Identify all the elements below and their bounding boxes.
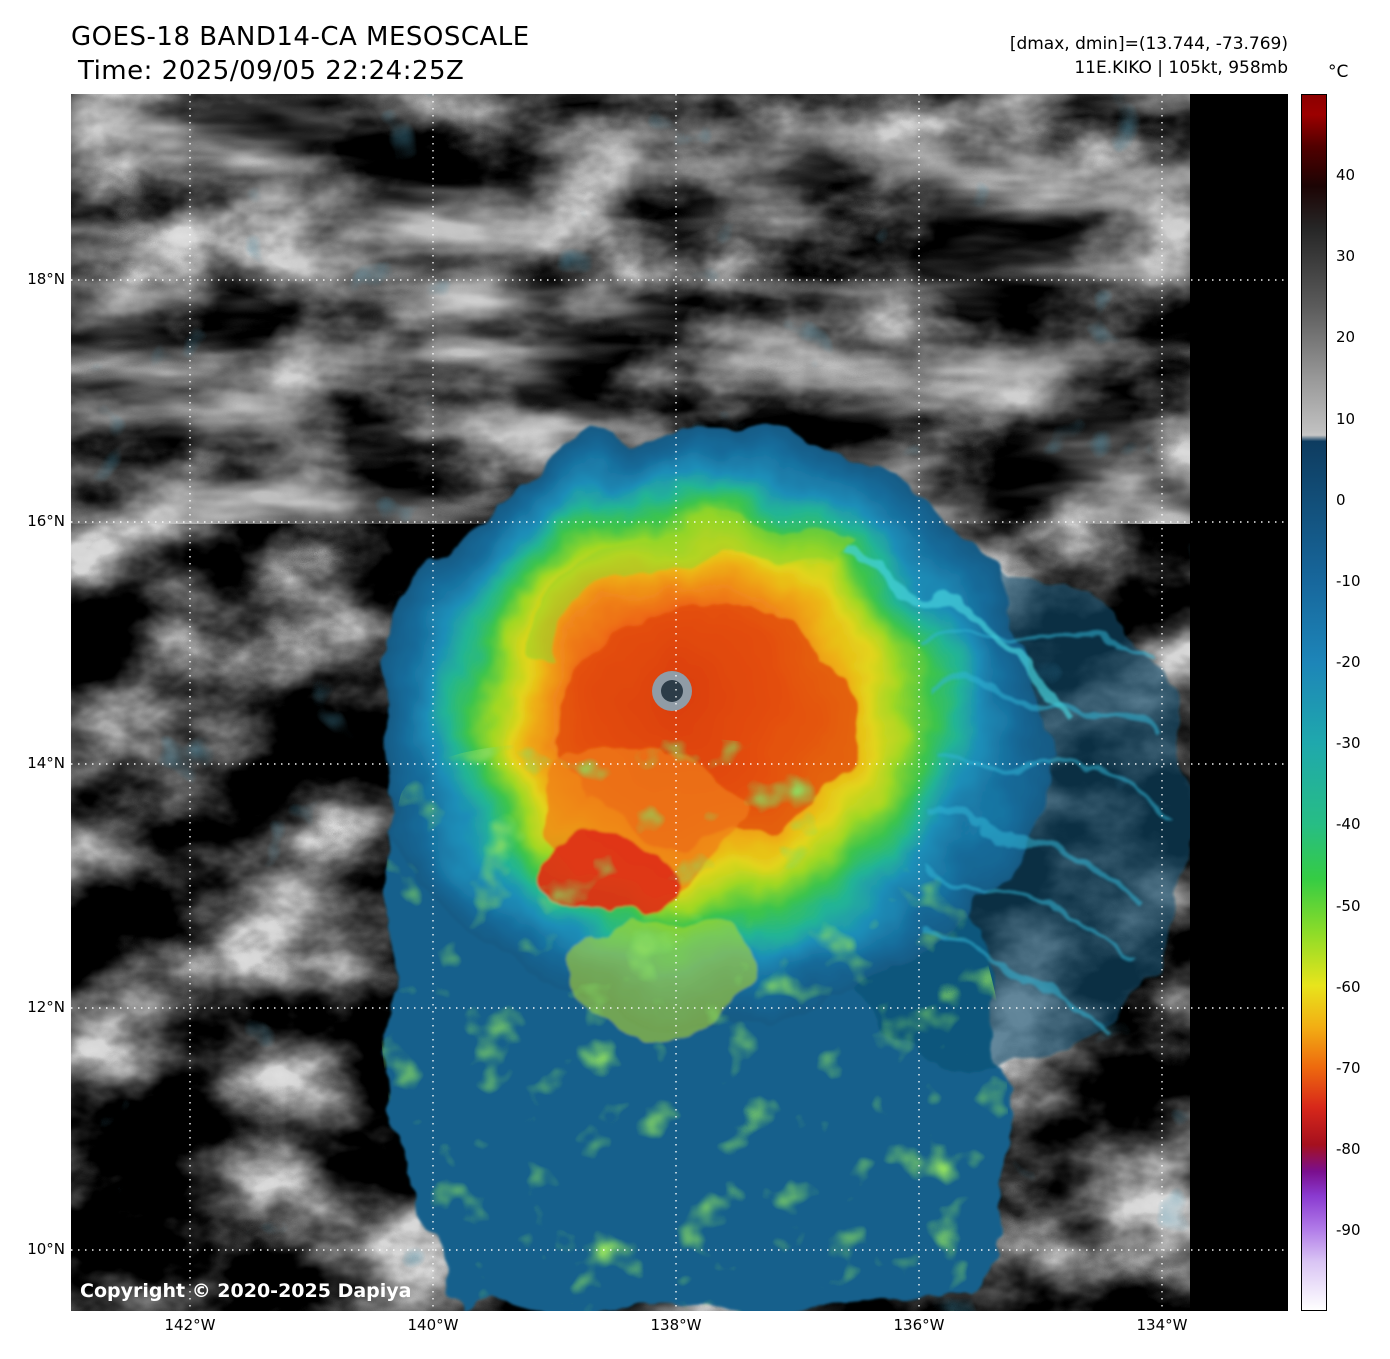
- lat-axis-label: 18°N: [27, 270, 65, 288]
- colorbar-tick-label: -90: [1336, 1221, 1361, 1239]
- colorbar-tick-label: -50: [1336, 897, 1361, 915]
- colorbar-tick-label: -80: [1336, 1140, 1361, 1158]
- no-data-strip: [1190, 94, 1288, 1311]
- colorbar-tick-label: -70: [1336, 1059, 1361, 1077]
- colorbar-tick-label: -20: [1336, 653, 1361, 671]
- hurricane-eye: [652, 671, 692, 711]
- colorbar-tick-label: 20: [1336, 328, 1356, 346]
- dmax-dmin-label: [dmax, dmin]=(13.744, -73.769): [1009, 34, 1288, 54]
- colorbar-unit-label: °C: [1328, 62, 1349, 82]
- lon-axis-label: 140°W: [407, 1316, 459, 1334]
- colorbar-tick-label: 40: [1336, 166, 1356, 184]
- page-title: GOES-18 BAND14-CA MESOSCALE: [71, 22, 530, 52]
- lon-axis-label: 136°W: [893, 1316, 945, 1334]
- colorbar-tick-label: 0: [1336, 491, 1346, 509]
- ne-cyan-arc: [845, 557, 1077, 719]
- satellite-map-panel: Copyright © 2020-2025 Dapiya: [71, 94, 1288, 1311]
- copyright-label: Copyright © 2020-2025 Dapiya: [80, 1280, 412, 1302]
- colorbar-tick-label: 10: [1336, 410, 1356, 428]
- colorbar-tick-label: -60: [1336, 978, 1361, 996]
- storm-info-label: 11E.KIKO | 105kt, 958mb: [1074, 58, 1288, 78]
- lat-axis-label: 14°N: [27, 754, 65, 772]
- lat-axis-label: 16°N: [27, 512, 65, 530]
- colorbar-tick-label: -30: [1336, 734, 1361, 752]
- temperature-colorbar: [1301, 94, 1327, 1311]
- satellite-ir-image: [71, 94, 1288, 1311]
- colorbar-tick-label: 30: [1336, 247, 1356, 265]
- timestamp-label: Time: 2025/09/05 22:24:25Z: [78, 56, 465, 86]
- colorbar-tick-label: -10: [1336, 572, 1361, 590]
- lon-axis-label: 134°W: [1136, 1316, 1188, 1334]
- lat-axis-label: 10°N: [27, 1240, 65, 1258]
- east-cirrus-filaments: [915, 627, 1169, 1038]
- south-convection-speckles: [378, 738, 1009, 1311]
- colorbar-tick-label: -40: [1336, 815, 1361, 833]
- lon-axis-label: 142°W: [164, 1316, 216, 1334]
- nw-spiral-band: [522, 520, 853, 662]
- lat-axis-label: 12°N: [27, 998, 65, 1016]
- lon-axis-label: 138°W: [650, 1316, 702, 1334]
